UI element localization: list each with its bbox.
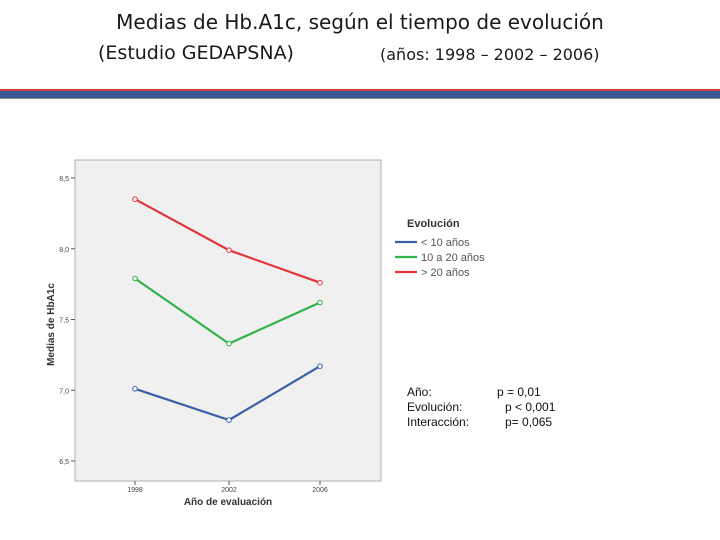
- legend-label-2: > 20 años: [421, 267, 470, 279]
- chart-svg: 6,5 7,0 7,5 8,0 8,5 1998 2002 2006 Año de evalua…: [46, 159, 485, 508]
- y-axis-label: Medias de HbA1c: [46, 283, 57, 366]
- x-tick-label: 1998: [127, 487, 143, 494]
- stat-label-evolucion: Evolución:: [407, 400, 463, 414]
- stat-value-interaccion: p= 0,065: [505, 415, 553, 429]
- data-point: [317, 363, 323, 369]
- slide-title-study: (Estudio GEDAPSNA): [98, 42, 294, 64]
- legend-title: Evolución: [407, 218, 460, 230]
- slide-title-years: (años: 1998 – 2002 – 2006): [380, 45, 600, 64]
- x-axis-label: Año de evaluación: [184, 497, 272, 508]
- data-point: [317, 279, 323, 286]
- legend-label-0: < 10 años: [421, 237, 470, 249]
- plot-area: [74, 159, 382, 482]
- hba1c-line-chart: 6,5 7,0 7,5 8,0 8,5 1998 2002 2006 Año de evalua…: [40, 158, 520, 518]
- x-tick-label: 2006: [312, 487, 328, 494]
- stat-label-ano: Año:: [407, 385, 432, 399]
- y-tick-label: 7,0: [59, 388, 69, 395]
- y-tick-label: 8,5: [59, 176, 69, 183]
- data-point: [132, 275, 138, 282]
- data-point: [226, 340, 232, 347]
- data-point: [317, 299, 323, 306]
- x-tick-label: 2002: [221, 487, 237, 494]
- y-tick-label: 8,0: [59, 247, 69, 254]
- slide-title-line1: Medias de Hb.A1c, según el tiempo de evo…: [116, 10, 604, 34]
- legend-label-1: 10 a 20 años: [421, 252, 485, 264]
- y-tick-label: 7,5: [59, 318, 69, 325]
- data-point: [226, 247, 232, 253]
- stat-value-ano: p = 0,01: [497, 385, 541, 399]
- y-tick-label: 6,5: [59, 459, 69, 466]
- stat-label-interaccion: Interacción:: [407, 415, 470, 429]
- stat-value-evolucion: p < 0,001: [505, 400, 556, 414]
- header-divider-bar: [0, 89, 720, 99]
- data-point: [132, 386, 138, 392]
- data-point: [226, 417, 232, 423]
- data-point: [132, 196, 138, 203]
